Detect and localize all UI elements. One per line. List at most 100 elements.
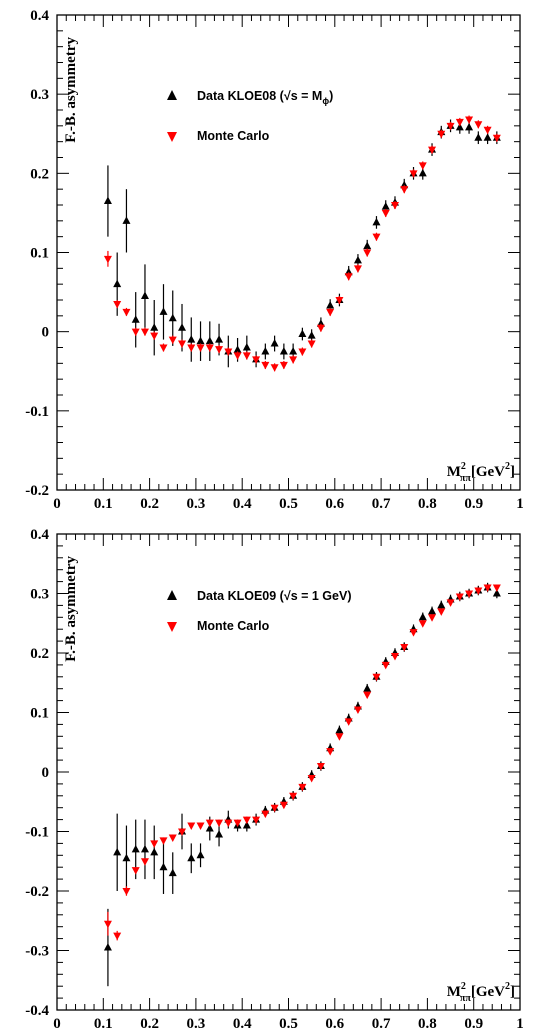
x-tick-label: 0.9 bbox=[464, 1016, 483, 1032]
data-point bbox=[187, 822, 196, 831]
data-point bbox=[103, 255, 112, 264]
x-tick-label: 0.9 bbox=[464, 496, 483, 512]
data-point bbox=[289, 346, 298, 355]
data-point bbox=[178, 828, 187, 836]
data-point bbox=[279, 361, 288, 370]
data-point bbox=[270, 804, 279, 813]
data-point bbox=[289, 792, 298, 801]
data-point bbox=[492, 134, 501, 143]
data-point bbox=[150, 847, 159, 856]
data-point bbox=[196, 336, 205, 345]
x-tick-label: 0.4 bbox=[233, 1016, 252, 1032]
data-point bbox=[492, 584, 501, 593]
x-tick-label: 0.8 bbox=[418, 1016, 437, 1032]
data-point bbox=[465, 590, 474, 598]
data-point bbox=[103, 943, 112, 951]
data-point bbox=[381, 202, 390, 210]
data-point bbox=[298, 329, 307, 338]
x-tick-label: 0.3 bbox=[187, 1016, 206, 1032]
data-point bbox=[409, 170, 418, 178]
legend: Data KLOE09 (√s = 1 GeV) Monte Carlo bbox=[167, 589, 352, 633]
data-point bbox=[150, 332, 159, 341]
data-point bbox=[344, 718, 353, 726]
data-point bbox=[437, 130, 446, 139]
data-point bbox=[409, 629, 418, 637]
data-point bbox=[270, 339, 279, 347]
data-point bbox=[372, 233, 381, 242]
data-point bbox=[215, 346, 224, 354]
data-point bbox=[215, 335, 224, 343]
data-point bbox=[252, 356, 261, 364]
chart-panel-1: 0 0.1 0.2 0.3 0.4 0.5 0.6 0.7 0.8 0.9 1 -0.2 -0.1 0 0.… bbox=[25, 8, 524, 512]
data-point bbox=[131, 844, 140, 853]
y-tick-label: 0.3 bbox=[30, 87, 49, 103]
data-point bbox=[418, 612, 427, 621]
data-point bbox=[261, 810, 270, 819]
data-point bbox=[150, 840, 159, 848]
data-point bbox=[353, 265, 362, 273]
x-tick-label: 0.4 bbox=[233, 496, 252, 512]
x-tick-label: 0.5 bbox=[279, 1016, 298, 1032]
data-point bbox=[159, 307, 168, 315]
y-tick-label: 0.2 bbox=[30, 166, 49, 182]
data-point bbox=[390, 202, 399, 210]
data-point bbox=[372, 217, 381, 226]
y-tick-label: -0.3 bbox=[25, 944, 49, 960]
data-point bbox=[279, 346, 288, 355]
y-tick-label: -0.1 bbox=[25, 404, 49, 420]
data-point bbox=[122, 216, 131, 224]
x-axis-label: M2 ππ[GeV2] bbox=[447, 981, 515, 1004]
data-point bbox=[187, 853, 196, 862]
legend: Data KLOE08 (√s = Mϕ) Monte Carlo bbox=[167, 89, 333, 143]
data-point bbox=[381, 661, 390, 670]
data-point bbox=[131, 328, 140, 337]
series-2 bbox=[103, 115, 501, 372]
data-point bbox=[446, 599, 455, 607]
data-point bbox=[298, 783, 307, 792]
x-tick-label: 0.2 bbox=[140, 496, 159, 512]
data-point bbox=[335, 297, 344, 305]
legend-marker bbox=[167, 90, 177, 100]
data-point bbox=[418, 162, 427, 170]
data-point bbox=[178, 323, 187, 331]
y-tick-label: -0.1 bbox=[25, 825, 49, 841]
data-point bbox=[455, 122, 464, 131]
data-point bbox=[298, 348, 307, 356]
data-point bbox=[131, 867, 140, 875]
data-point bbox=[150, 323, 159, 331]
x-tick-label: 0 bbox=[53, 496, 61, 512]
data-point bbox=[205, 344, 214, 352]
data-point bbox=[168, 834, 177, 842]
x-tick-label: 0.3 bbox=[187, 496, 206, 512]
data-point bbox=[363, 249, 372, 257]
data-point bbox=[205, 819, 214, 828]
data-point bbox=[474, 121, 483, 129]
data-point bbox=[252, 816, 261, 825]
data-point bbox=[224, 819, 233, 828]
data-point bbox=[363, 691, 372, 700]
y-tick-label: 0.2 bbox=[30, 646, 49, 662]
data-point bbox=[326, 308, 335, 317]
data-point bbox=[122, 308, 131, 317]
data-point bbox=[483, 126, 492, 135]
data-point bbox=[140, 844, 149, 853]
data-point bbox=[437, 608, 446, 616]
data-point bbox=[103, 196, 112, 205]
data-point bbox=[381, 209, 390, 218]
data-point bbox=[316, 324, 325, 333]
data-point bbox=[159, 862, 168, 871]
data-point bbox=[196, 850, 205, 859]
data-point bbox=[326, 301, 335, 309]
data-point bbox=[335, 725, 344, 734]
data-point bbox=[372, 673, 381, 682]
data-point bbox=[113, 300, 122, 309]
data-point bbox=[242, 343, 251, 351]
data-point bbox=[465, 116, 474, 124]
y-tick-label: -0.4 bbox=[25, 1003, 49, 1019]
legend-marker bbox=[167, 590, 177, 600]
data-point bbox=[437, 600, 446, 609]
data-point bbox=[140, 291, 149, 300]
data-point bbox=[233, 819, 242, 828]
legend-marker bbox=[167, 132, 177, 142]
